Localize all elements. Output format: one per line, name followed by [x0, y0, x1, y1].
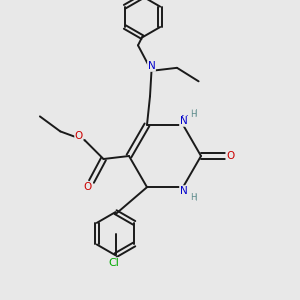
Text: Cl: Cl — [109, 258, 119, 268]
Text: H: H — [190, 194, 197, 203]
Text: O: O — [84, 182, 92, 193]
Text: H: H — [190, 193, 196, 202]
Text: N: N — [148, 61, 155, 71]
Text: N: N — [180, 186, 188, 196]
Text: N: N — [181, 115, 188, 125]
Text: N: N — [180, 116, 188, 126]
Text: O: O — [226, 151, 234, 161]
Text: N: N — [181, 187, 188, 197]
Text: H: H — [190, 110, 196, 119]
Text: O: O — [75, 131, 83, 141]
Text: H: H — [190, 109, 197, 118]
